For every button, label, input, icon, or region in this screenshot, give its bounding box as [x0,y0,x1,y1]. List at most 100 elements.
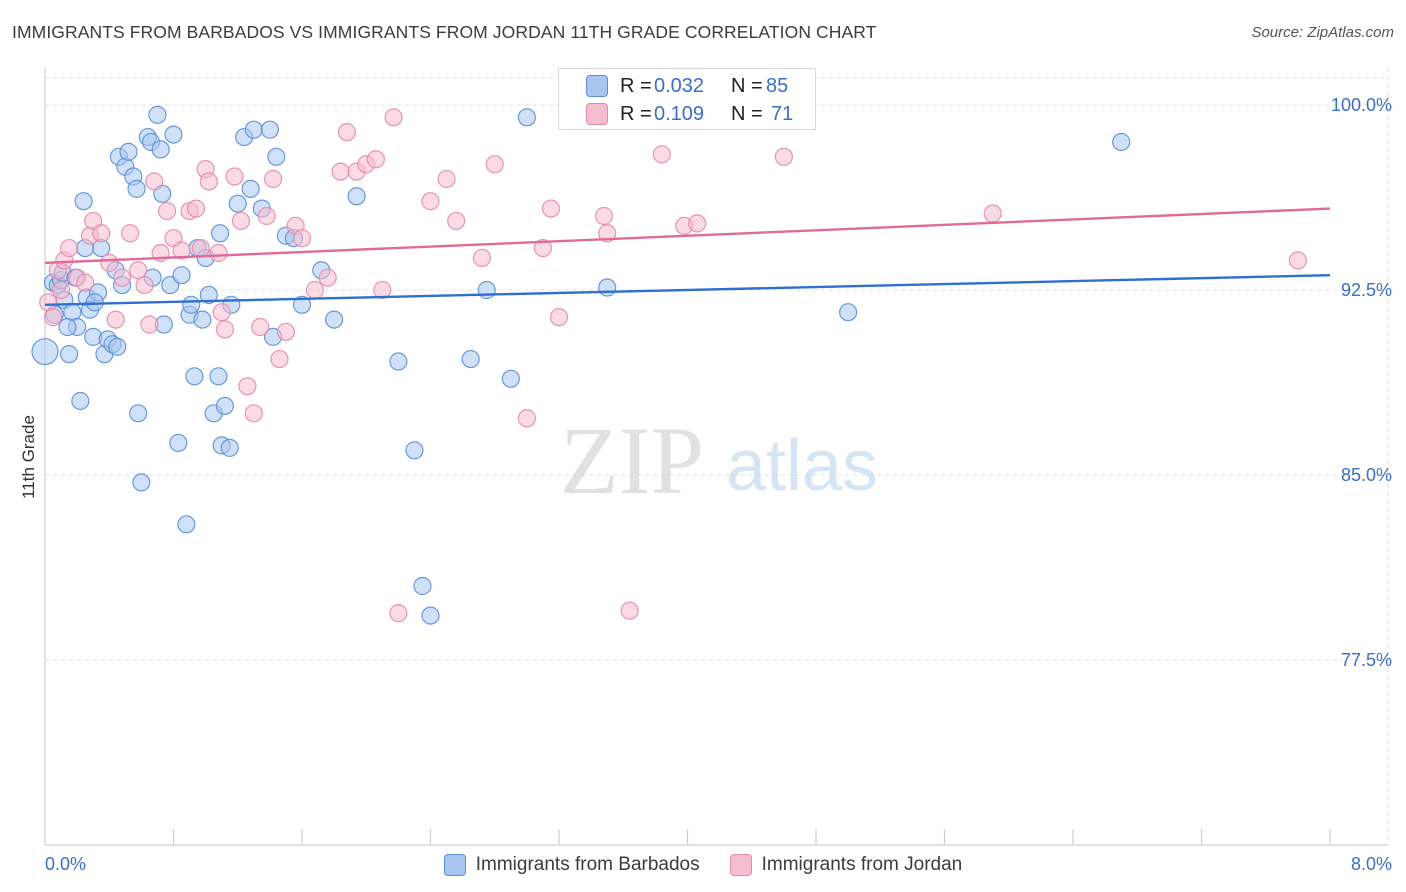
barbados-point [59,345,79,364]
jordan-point [447,211,466,231]
jordan-point [774,147,793,166]
barbados-point [129,404,148,423]
jordan-point [305,280,324,300]
watermark-atlas: atlas [726,426,878,506]
barbados-point [108,337,127,356]
barbados-point [58,317,77,337]
jordan-point [318,268,337,287]
jordan-point [215,320,234,339]
x-tick-label: 0.0% [45,854,86,874]
jordan-point [263,169,283,189]
barbados-point [517,108,536,127]
jordan-point [92,224,111,243]
barbados-point [461,349,480,369]
jordan-point [366,150,385,169]
series-jordan-points [39,95,1307,623]
r-label: R = [620,102,652,125]
barbados-point [132,473,151,492]
y-tick-label: 92.5% [1341,280,1392,300]
grid-lines [45,68,1389,845]
jordan-point [140,315,159,334]
barbados-point [405,441,424,460]
n-label: N = [731,74,763,97]
legend-label-barbados: Immigrants from Barbados [475,854,700,875]
r-value-barbados: 0.032 [654,74,705,97]
jordan-point [688,214,707,233]
jordan-point [331,162,350,181]
y-tick-label: 77.5% [1341,650,1392,670]
jordan-point [421,192,440,211]
barbados-point [421,606,440,625]
barbados-point [413,576,432,596]
jordan-point [620,601,639,620]
n-value-jordan: 71 [771,102,794,125]
legend-swatch-jordan [729,854,752,876]
jordan-point [244,404,263,423]
jordan-point [209,243,228,263]
tick-labels: 100.0% 92.5% 85.0% 77.5% 0.0% 8.0% [45,95,1392,874]
jordan-point [157,201,177,221]
jordan-point [337,123,357,142]
jordan-point [373,280,392,300]
barbados-point [182,295,201,314]
barbados-point [215,396,234,416]
barbados-point [74,192,93,211]
barbados-point [148,105,167,124]
legend-item-jordan[interactable]: Immigrants from Jordan [729,854,962,876]
jordan-point [199,172,218,191]
barbados-point [241,179,260,198]
series-barbados-points [31,105,1131,625]
barbados-trend-line [44,274,1331,306]
jordan-point [384,108,403,127]
jordan-point [231,211,251,231]
jordan-point [186,199,206,218]
y-tick-label: 100.0% [1331,95,1392,115]
watermark-zip: ZIP [560,407,704,514]
x-tick-label: 8.0% [1351,854,1392,874]
r-label: R = [620,74,652,97]
jordan-point [549,308,569,327]
jordan-point [276,322,296,342]
barbados-point [220,438,239,457]
barbados-point [501,369,520,388]
swatch-jordan [586,103,608,125]
jordan-point [541,199,561,218]
source-credit: Source: ZipAtlas.com [1251,24,1394,41]
jordan-point [1288,251,1307,270]
barbados-point [209,367,228,386]
legend-swatch-barbados [443,854,466,876]
jordan-point [437,169,456,189]
jordan-point [191,238,210,258]
watermark: ZIP atlas [560,407,878,514]
barbados-point [185,367,204,386]
jordan-point [598,224,617,243]
jordan-point [172,241,191,260]
barbados-point [199,285,218,305]
barbados-point [164,125,183,144]
jordan-trend-line [44,207,1331,265]
barbados-point [127,179,146,198]
chart-title: IMMIGRANTS FROM BARBADOS VS IMMIGRANTS F… [12,22,877,42]
stats-row-jordan: R = 0.109 N = 71 [559,100,815,128]
barbados-point [267,147,286,166]
jordan-point [212,303,231,322]
n-label: N = [731,102,763,125]
barbados-point [1112,132,1131,152]
barbados-point [839,303,858,322]
jordan-point [43,308,63,327]
r-value-jordan: 0.109 [654,102,705,125]
jordan-point [533,238,553,258]
jordan-point [59,238,79,258]
barbados-point [347,187,366,206]
legend-item-barbados[interactable]: Immigrants from Barbados [443,854,700,876]
barbados-point [31,338,59,366]
jordan-point [135,275,154,295]
barbados-point [292,295,312,314]
jordan-point [225,167,244,186]
jordan-point [112,268,132,287]
jordan-point [51,280,71,300]
y-tick-label: 85.0% [1341,465,1392,485]
barbados-point [193,310,212,329]
jordan-point [389,604,408,623]
